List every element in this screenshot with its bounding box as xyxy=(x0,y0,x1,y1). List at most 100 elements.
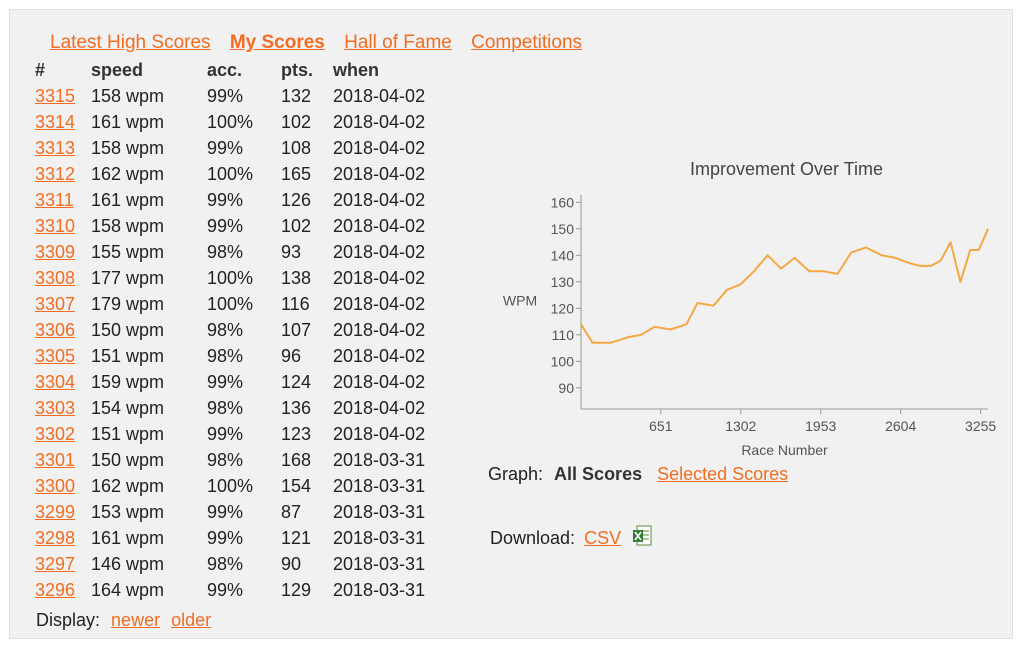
race-number-link[interactable]: 3298 xyxy=(35,527,76,548)
table-row: 3302 151 wpm 99% 123 2018-04-02 xyxy=(35,421,437,447)
points-cell: 102 xyxy=(281,215,312,236)
tab-hall-of-fame[interactable]: Hall of Fame xyxy=(344,32,452,53)
race-number-link[interactable]: 3312 xyxy=(35,163,76,184)
table-row: 3310 158 wpm 99% 102 2018-04-02 xyxy=(35,213,437,239)
race-number-cell: 3304 xyxy=(35,369,91,395)
points-cell: 96 xyxy=(281,345,302,366)
speed-cell: 161 wpm xyxy=(91,111,165,132)
speed-cell: 162 wpm xyxy=(91,475,165,496)
speed-cell: 159 wpm xyxy=(91,371,165,392)
race-number-link[interactable]: 3306 xyxy=(35,319,76,340)
table-row: 3305 151 wpm 98% 96 2018-04-02 xyxy=(35,343,437,369)
accuracy-cell: 100% xyxy=(207,475,254,496)
race-number-link[interactable]: 3301 xyxy=(35,449,76,470)
tab-competitions[interactable]: Competitions xyxy=(471,32,583,53)
selected-scores-link[interactable]: Selected Scores xyxy=(657,464,789,484)
race-number-link[interactable]: 3296 xyxy=(35,579,76,600)
speed-cell: 150 wpm xyxy=(91,319,165,340)
y-tick-label: 130 xyxy=(551,274,575,290)
race-number-link[interactable]: 3314 xyxy=(35,111,76,132)
race-number-link[interactable]: 3305 xyxy=(35,345,76,366)
accuracy-cell: 99% xyxy=(207,85,244,106)
wpm-series-line xyxy=(580,228,989,344)
tab-my-scores[interactable]: My Scores xyxy=(229,32,325,53)
points-cell: 132 xyxy=(281,85,312,106)
speed-cell: 161 wpm xyxy=(91,189,165,210)
col-header-speed: speed xyxy=(91,59,144,80)
race-number-link[interactable]: 3302 xyxy=(35,423,76,444)
table-header-row: # speed acc. pts. when xyxy=(35,57,437,83)
points-cell: 116 xyxy=(281,293,310,314)
race-number-link[interactable]: 3311 xyxy=(35,189,74,210)
race-number-cell: 3299 xyxy=(35,499,91,525)
race-number-link[interactable]: 3300 xyxy=(35,475,76,496)
points-cell: 102 xyxy=(281,111,312,132)
race-number-link[interactable]: 3304 xyxy=(35,371,76,392)
speed-cell: 162 wpm xyxy=(91,163,165,184)
race-number-cell: 3309 xyxy=(35,239,91,265)
improvement-chart: Improvement Over Time 90 100 110 120 130 140 15… xyxy=(503,159,997,455)
table-row: 3306 150 wpm 98% 107 2018-04-02 xyxy=(35,317,437,343)
race-number-cell: 3303 xyxy=(35,395,91,421)
race-number-link[interactable]: 3299 xyxy=(35,501,76,522)
scores-panel: Latest High Scores My Scores Hall of Fam… xyxy=(9,9,1013,639)
points-cell: 136 xyxy=(281,397,312,418)
y-tick-label: 160 xyxy=(551,194,575,210)
accuracy-cell: 98% xyxy=(207,397,244,418)
accuracy-cell: 99% xyxy=(207,423,244,444)
date-cell: 2018-03-31 xyxy=(333,527,426,548)
csv-download-link[interactable]: CSV xyxy=(584,528,622,548)
y-tick-label: 120 xyxy=(551,300,575,316)
display-pager: Display: newer older xyxy=(36,610,211,631)
accuracy-cell: 98% xyxy=(207,241,244,262)
accuracy-cell: 98% xyxy=(207,319,244,340)
newer-link[interactable]: newer xyxy=(111,610,161,630)
date-cell: 2018-04-02 xyxy=(333,345,426,366)
table-row: 3314 161 wpm 100% 102 2018-04-02 xyxy=(35,109,437,135)
race-number-link[interactable]: 3310 xyxy=(35,215,76,236)
table-row: 3308 177 wpm 100% 138 2018-04-02 xyxy=(35,265,437,291)
graph-label: Graph: xyxy=(488,464,544,484)
y-tick-label: 110 xyxy=(552,327,575,343)
race-number-cell: 3311 xyxy=(35,187,91,213)
y-tick-label: 140 xyxy=(551,247,575,263)
speed-cell: 164 wpm xyxy=(91,579,165,600)
race-number-link[interactable]: 3313 xyxy=(35,137,76,158)
points-cell: 126 xyxy=(281,189,312,210)
accuracy-cell: 100% xyxy=(207,111,254,132)
col-header-points: pts. xyxy=(281,59,314,80)
race-number-cell: 3307 xyxy=(35,291,91,317)
speed-cell: 154 wpm xyxy=(91,397,165,418)
race-number-link[interactable]: 3307 xyxy=(35,293,76,314)
date-cell: 2018-03-31 xyxy=(333,475,426,496)
race-number-link[interactable]: 3315 xyxy=(35,85,76,106)
points-cell: 138 xyxy=(281,267,312,288)
excel-icon[interactable] xyxy=(632,525,652,547)
tab-latest-high-scores[interactable]: Latest High Scores xyxy=(50,32,211,53)
race-number-cell: 3313 xyxy=(35,135,91,161)
race-number-cell: 3306 xyxy=(35,317,91,343)
speed-cell: 177 wpm xyxy=(91,267,165,288)
table-row: 3315 158 wpm 99% 132 2018-04-02 xyxy=(35,83,437,109)
accuracy-cell: 99% xyxy=(207,579,244,600)
all-scores-option[interactable]: All Scores xyxy=(554,464,643,484)
race-number-link[interactable]: 3309 xyxy=(35,241,76,262)
date-cell: 2018-03-31 xyxy=(333,553,426,574)
download-label: Download: xyxy=(490,528,576,548)
speed-cell: 146 wpm xyxy=(91,553,165,574)
race-number-cell: 3296 xyxy=(35,577,91,603)
table-row: 3296 164 wpm 99% 129 2018-03-31 xyxy=(35,577,437,603)
race-number-link[interactable]: 3303 xyxy=(35,397,76,418)
race-number-link[interactable]: 3297 xyxy=(35,553,76,574)
points-cell: 129 xyxy=(281,579,312,600)
scores-table: # speed acc. pts. when 3315 158 wpm 99% 132… xyxy=(35,57,437,603)
race-number-cell: 3298 xyxy=(35,525,91,551)
points-cell: 154 xyxy=(281,475,312,496)
race-number-cell: 3315 xyxy=(35,83,91,109)
speed-cell: 151 wpm xyxy=(91,345,165,366)
points-cell: 87 xyxy=(281,501,302,522)
accuracy-cell: 98% xyxy=(207,449,244,470)
race-number-link[interactable]: 3308 xyxy=(35,267,76,288)
older-link[interactable]: older xyxy=(171,610,212,630)
table-row: 3311 161 wpm 99% 126 2018-04-02 xyxy=(35,187,437,213)
